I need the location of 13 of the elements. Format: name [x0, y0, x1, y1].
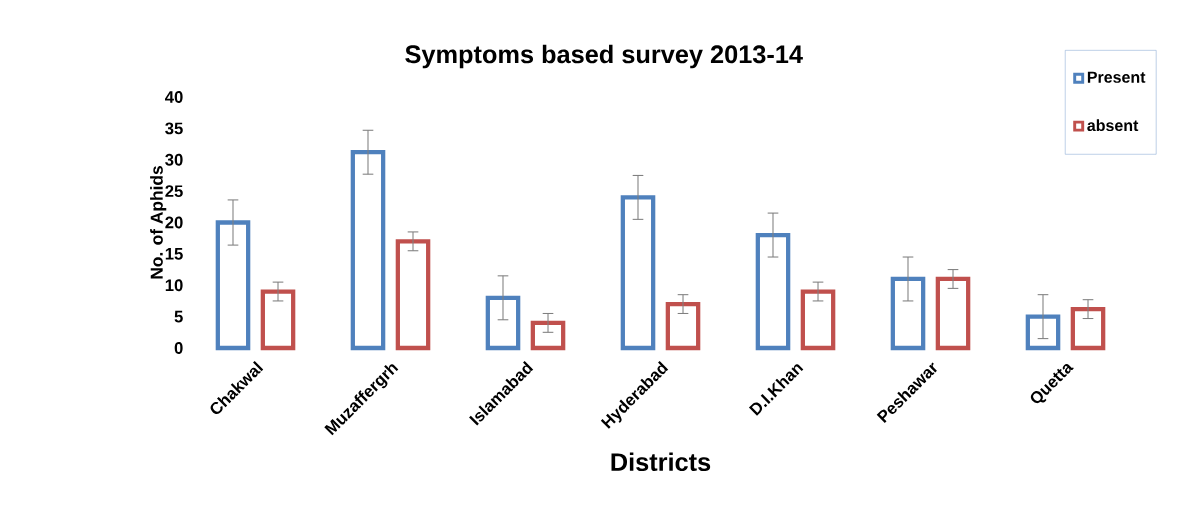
legend-label: Present — [1087, 71, 1146, 83]
y-tick-label: 35 — [165, 122, 183, 135]
y-tick-label: 40 — [165, 91, 183, 103]
x-axis-title: Districts — [611, 452, 711, 472]
y-tick-label: 25 — [165, 185, 183, 198]
legend-label: absent — [1087, 119, 1139, 132]
y-tick-label: 30 — [165, 153, 183, 166]
chart-title: Symptoms based survey 2013-14 — [405, 44, 803, 69]
y-tick-label: 10 — [165, 279, 183, 292]
y-tick-label: 15 — [165, 248, 183, 260]
y-tick-label: 5 — [174, 310, 183, 323]
y-tick-label: 0 — [174, 342, 183, 354]
y-tick-label: 20 — [165, 216, 183, 229]
